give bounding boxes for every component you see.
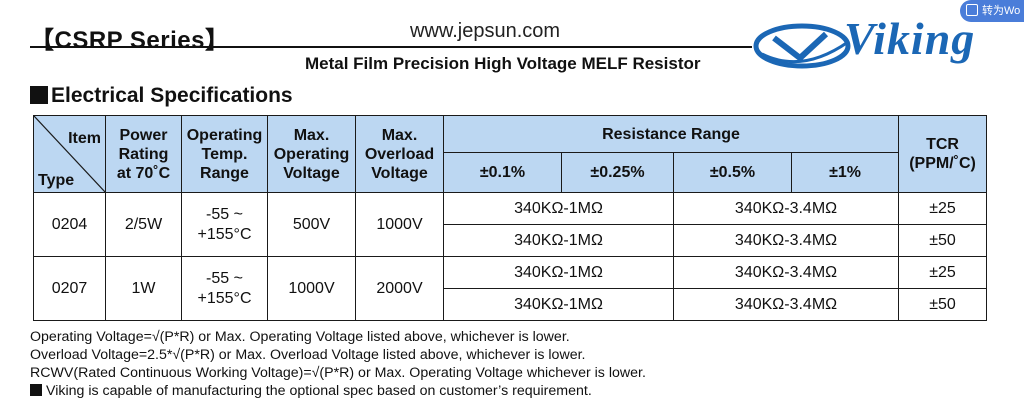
type-cell: 0204	[33, 192, 106, 257]
resistance-high-cell: 340KΩ-3.4MΩ	[672, 224, 900, 257]
table-row: 0204 2/5W -55 ~ +155°C 500V 1000V 340KΩ-…	[33, 192, 988, 257]
series-title: 【CSRP Series】	[30, 27, 230, 54]
ovl-header-line1: Max.	[381, 126, 418, 144]
tolerance-05-header: ±0.5%	[673, 152, 792, 193]
temp-header-line2: Temp.	[201, 145, 248, 163]
section-title-text: Electrical Specifications	[51, 84, 293, 107]
logo-swoosh-icon	[753, 23, 851, 69]
tolerance-01-header: ±0.1%	[443, 152, 562, 193]
temp-cell: -55 ~ +155°C	[181, 256, 268, 321]
ovl-header-line2: Overload	[364, 145, 435, 163]
resistance-low-cell: 340KΩ-1MΩ	[443, 192, 674, 225]
temp-cell: -55 ~ +155°C	[181, 192, 268, 257]
header-rule	[30, 46, 752, 48]
corner-item-label: Item	[68, 130, 101, 147]
power-header-line2: Rating	[118, 145, 169, 163]
tolerance-025-header: ±0.25%	[561, 152, 674, 193]
corner-type-label: Type	[38, 172, 75, 189]
product-subtitle: Metal Film Precision High Voltage MELF R…	[305, 54, 701, 73]
power-rating-header: Power Rating at 70˚C	[105, 115, 182, 193]
opv-header-line2: Operating	[273, 145, 350, 163]
resistance-low-cell: 340KΩ-1MΩ	[443, 256, 674, 289]
temp-cell-line1: -55 ~	[206, 269, 243, 287]
tcr-header-line2: (PPM/˚C)	[909, 155, 976, 172]
ov-voltage-cell: 2000V	[355, 256, 444, 321]
tcr-header: TCR (PPM/˚C)	[898, 115, 988, 193]
notes-block: Operating Voltage=√(P*R) or Max. Operati…	[30, 328, 646, 400]
power-header-line1: Power	[119, 126, 168, 144]
resistance-low-cell: 340KΩ-1MΩ	[443, 288, 674, 321]
bullet-square-icon	[30, 384, 42, 396]
item-type-corner: Item Type	[33, 115, 106, 193]
electrical-spec-table: Item Type Power Rating at 70˚C Operating…	[33, 115, 988, 321]
convert-icon	[966, 4, 978, 16]
tcr-cell: ±50	[898, 288, 988, 321]
table-row: 0207 1W -55 ~ +155°C 1000V 2000V 340KΩ-1…	[33, 256, 988, 321]
website-url[interactable]: www.jepsun.com	[410, 20, 561, 42]
bullet-square-icon	[30, 86, 48, 104]
note-rcwv: RCWV(Rated Continuous Working Voltage)=√…	[30, 365, 646, 381]
resistance-high-cell: 340KΩ-3.4MΩ	[672, 288, 900, 321]
resistance-high-cell: 340KΩ-3.4MΩ	[672, 192, 900, 225]
resistance-low-cell: 340KΩ-1MΩ	[443, 224, 674, 257]
note-operating-voltage: Operating Voltage=√(P*R) or Max. Operati…	[30, 329, 570, 345]
tolerance-1-header: ±1%	[790, 152, 900, 193]
tcr-cell: ±25	[898, 256, 988, 289]
note-overload-voltage: Overload Voltage=2.5*√(P*R) or Max. Over…	[30, 347, 586, 363]
tcr-cell: ±25	[898, 192, 988, 225]
viking-logo	[753, 23, 851, 69]
convert-badge[interactable]: 转为Wo	[960, 0, 1024, 22]
corner-diagonal	[34, 116, 106, 193]
max-operating-voltage-header: Max. Operating Voltage	[267, 115, 356, 193]
temp-range-header: Operating Temp. Range	[181, 115, 268, 193]
opv-header-line3: Voltage	[283, 164, 340, 182]
op-voltage-cell: 1000V	[267, 256, 356, 321]
convert-badge-label: 转为Wo	[982, 5, 1021, 17]
note-custom-spec: Viking is capable of manufacturing the o…	[30, 382, 646, 400]
op-voltage-cell: 500V	[267, 192, 356, 257]
power-header-line3: at 70˚C	[116, 164, 171, 182]
brand-name: Viking	[844, 13, 976, 64]
temp-cell-line1: -55 ~	[206, 205, 243, 223]
note-custom-spec-text: Viking is capable of manufacturing the o…	[46, 383, 592, 399]
temp-header-line1: Operating	[186, 126, 263, 144]
ov-voltage-cell: 1000V	[355, 192, 444, 257]
max-overload-voltage-header: Max. Overload Voltage	[355, 115, 444, 193]
temp-cell-line2: +155°C	[197, 225, 252, 243]
power-cell: 2/5W	[105, 192, 182, 257]
resistance-high-cell: 340KΩ-3.4MΩ	[672, 256, 900, 289]
resistance-range-header: Resistance Range	[442, 115, 900, 153]
logo-v-mark-icon	[772, 31, 829, 61]
section-title: Electrical Specifications	[30, 84, 293, 108]
temp-header-line3: Range	[200, 164, 249, 182]
opv-header-line1: Max.	[293, 126, 330, 144]
temp-cell-line2: +155°C	[197, 289, 252, 307]
ovl-header-line3: Voltage	[371, 164, 428, 182]
power-cell: 1W	[105, 256, 182, 321]
table-row: 340KΩ-1MΩ 340KΩ-3.4MΩ ±50	[34, 288, 988, 321]
tcr-cell: ±50	[898, 224, 988, 257]
type-cell: 0207	[33, 256, 106, 321]
tcr-header-line1: TCR	[926, 136, 959, 153]
